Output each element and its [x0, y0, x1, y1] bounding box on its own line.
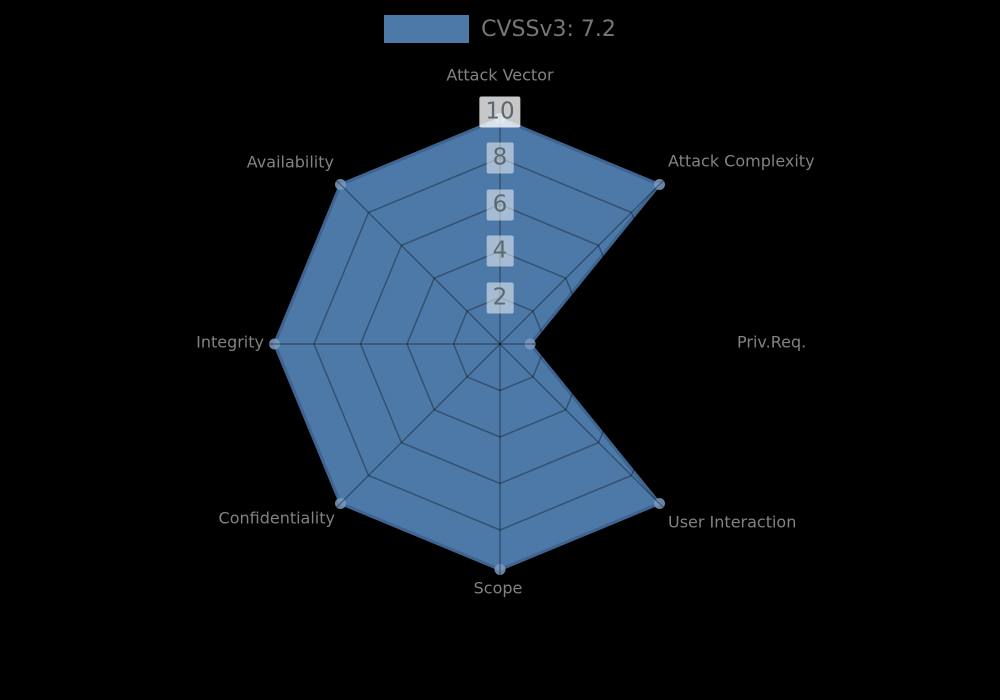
axis-label-scope: Scope: [473, 578, 523, 598]
axis-label-confidentiality: Confidentiality: [218, 508, 335, 528]
axis-label-availability: Availability: [246, 152, 334, 172]
radial-tick-8: 8: [486, 142, 514, 174]
axis-label-attack-vector: Attack Vector: [446, 65, 554, 85]
radial-tick-10: 10: [479, 96, 521, 128]
axis-label-attack-complexity: Attack Complexity: [668, 151, 815, 171]
axis-label-integrity: Integrity: [196, 332, 264, 352]
legend-swatch: [384, 15, 470, 43]
radial-tick-6: 6: [486, 189, 514, 221]
radial-tick-4: 4: [486, 235, 514, 267]
legend-label: CVSSv3: 7.2: [481, 16, 616, 42]
axis-label-user-interaction: User Interaction: [668, 512, 797, 532]
axis-label-priv-req: Priv.Req.: [737, 332, 807, 352]
radial-tick-2: 2: [486, 282, 514, 314]
legend: CVSSv3: 7.2: [0, 15, 1000, 43]
